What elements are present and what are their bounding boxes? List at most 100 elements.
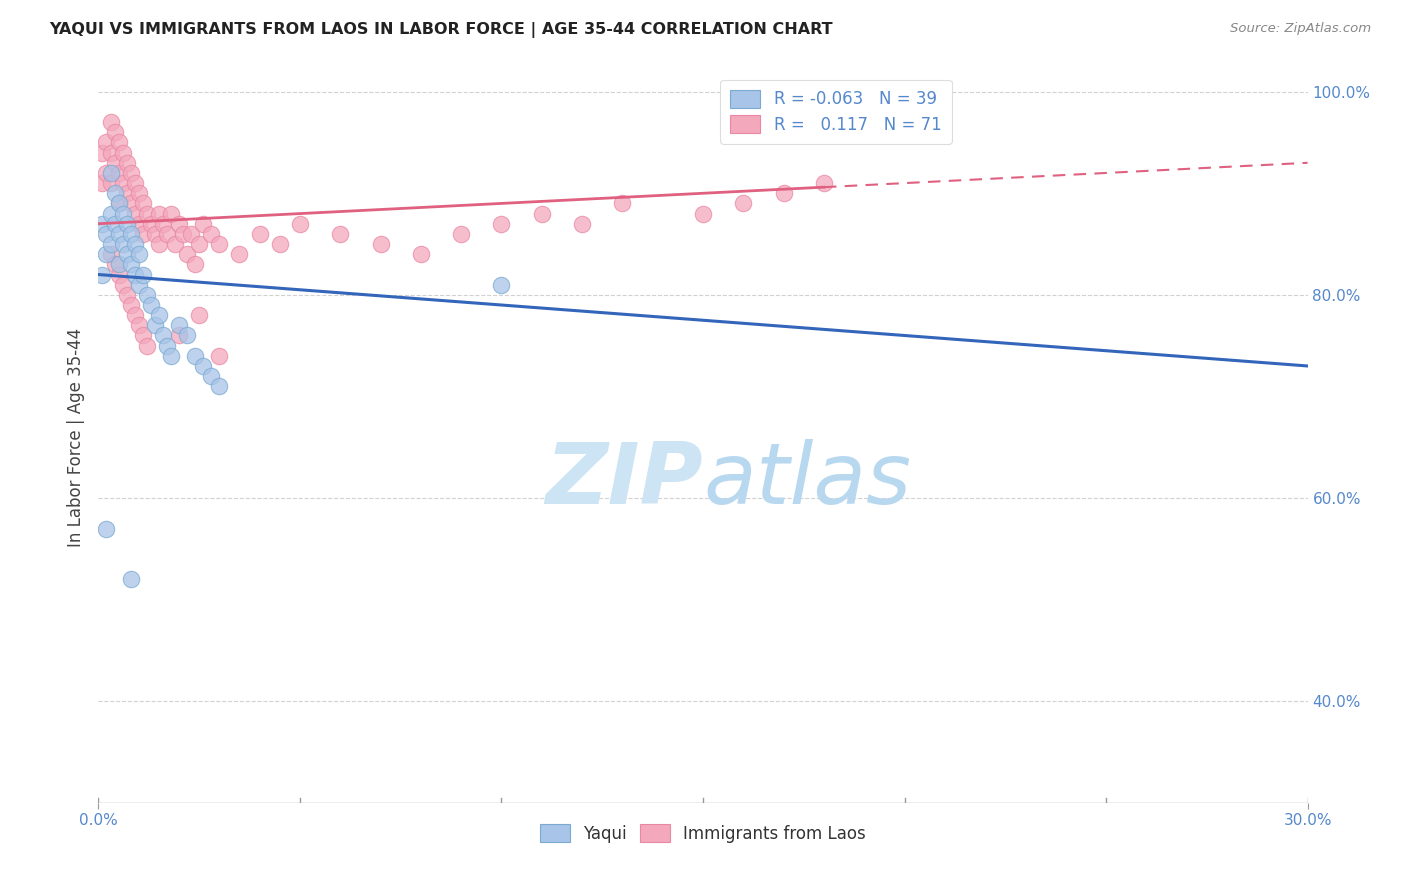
Text: ZIP: ZIP xyxy=(546,440,703,523)
Point xyxy=(152,217,174,231)
Point xyxy=(96,521,118,535)
Point xyxy=(103,257,125,271)
Point xyxy=(100,166,122,180)
Point xyxy=(167,328,190,343)
Point xyxy=(135,288,157,302)
Point xyxy=(115,247,138,261)
Point xyxy=(120,572,142,586)
Point xyxy=(143,227,166,241)
Point xyxy=(124,237,146,252)
Point xyxy=(180,227,202,241)
Point xyxy=(111,145,134,160)
Point xyxy=(148,237,170,252)
Point xyxy=(208,349,231,363)
Point xyxy=(107,196,129,211)
Point xyxy=(491,277,513,292)
Point xyxy=(135,338,157,352)
Point xyxy=(115,155,138,169)
Point xyxy=(571,217,593,231)
Point xyxy=(208,237,231,252)
Point xyxy=(188,237,211,252)
Point xyxy=(172,227,194,241)
Point xyxy=(813,176,835,190)
Point xyxy=(152,328,174,343)
Text: YAQUI VS IMMIGRANTS FROM LAOS IN LABOR FORCE | AGE 35-44 CORRELATION CHART: YAQUI VS IMMIGRANTS FROM LAOS IN LABOR F… xyxy=(49,22,832,38)
Point xyxy=(96,136,118,150)
Point xyxy=(132,227,155,241)
Point xyxy=(200,369,222,384)
Point xyxy=(111,277,134,292)
Point xyxy=(733,196,755,211)
Point xyxy=(128,217,150,231)
Point xyxy=(128,277,150,292)
Point xyxy=(115,186,138,201)
Point xyxy=(100,206,122,220)
Point xyxy=(184,257,207,271)
Point xyxy=(96,247,118,261)
Point xyxy=(139,298,162,312)
Point xyxy=(120,227,142,241)
Point xyxy=(132,196,155,211)
Point xyxy=(103,155,125,169)
Point xyxy=(184,349,207,363)
Text: atlas: atlas xyxy=(703,440,911,523)
Point xyxy=(135,206,157,220)
Point xyxy=(128,247,150,261)
Point xyxy=(156,227,179,241)
Text: Source: ZipAtlas.com: Source: ZipAtlas.com xyxy=(1230,22,1371,36)
Point xyxy=(269,237,291,252)
Point xyxy=(176,247,198,261)
Point xyxy=(148,206,170,220)
Point xyxy=(139,217,162,231)
Point xyxy=(288,217,311,231)
Point xyxy=(124,206,146,220)
Point xyxy=(143,318,166,333)
Point xyxy=(100,176,122,190)
Point xyxy=(176,328,198,343)
Point xyxy=(193,359,215,373)
Point xyxy=(111,206,134,220)
Point xyxy=(160,206,183,220)
Point xyxy=(107,227,129,241)
Point xyxy=(450,227,472,241)
Point xyxy=(208,379,231,393)
Point xyxy=(96,227,118,241)
Point xyxy=(103,186,125,201)
Point xyxy=(115,217,138,231)
Point xyxy=(188,308,211,322)
Point xyxy=(132,268,155,282)
Point xyxy=(163,237,186,252)
Point xyxy=(692,206,714,220)
Point xyxy=(772,186,794,201)
Point xyxy=(200,227,222,241)
Point xyxy=(120,257,142,271)
Point xyxy=(91,145,114,160)
Point xyxy=(370,237,392,252)
Point xyxy=(107,166,129,180)
Point xyxy=(107,257,129,271)
Point xyxy=(100,237,122,252)
Y-axis label: In Labor Force | Age 35-44: In Labor Force | Age 35-44 xyxy=(66,327,84,547)
Point xyxy=(107,196,129,211)
Point xyxy=(124,308,146,322)
Point xyxy=(124,176,146,190)
Point xyxy=(612,196,634,211)
Point xyxy=(249,227,271,241)
Point xyxy=(491,217,513,231)
Point xyxy=(409,247,432,261)
Point xyxy=(96,166,118,180)
Point xyxy=(103,217,125,231)
Point xyxy=(530,206,553,220)
Point xyxy=(100,115,122,129)
Point xyxy=(128,186,150,201)
Point xyxy=(115,288,138,302)
Point xyxy=(103,125,125,139)
Point xyxy=(132,328,155,343)
Point xyxy=(120,298,142,312)
Point xyxy=(107,136,129,150)
Point xyxy=(91,268,114,282)
Point xyxy=(156,338,179,352)
Point xyxy=(167,318,190,333)
Point xyxy=(128,318,150,333)
Point xyxy=(120,196,142,211)
